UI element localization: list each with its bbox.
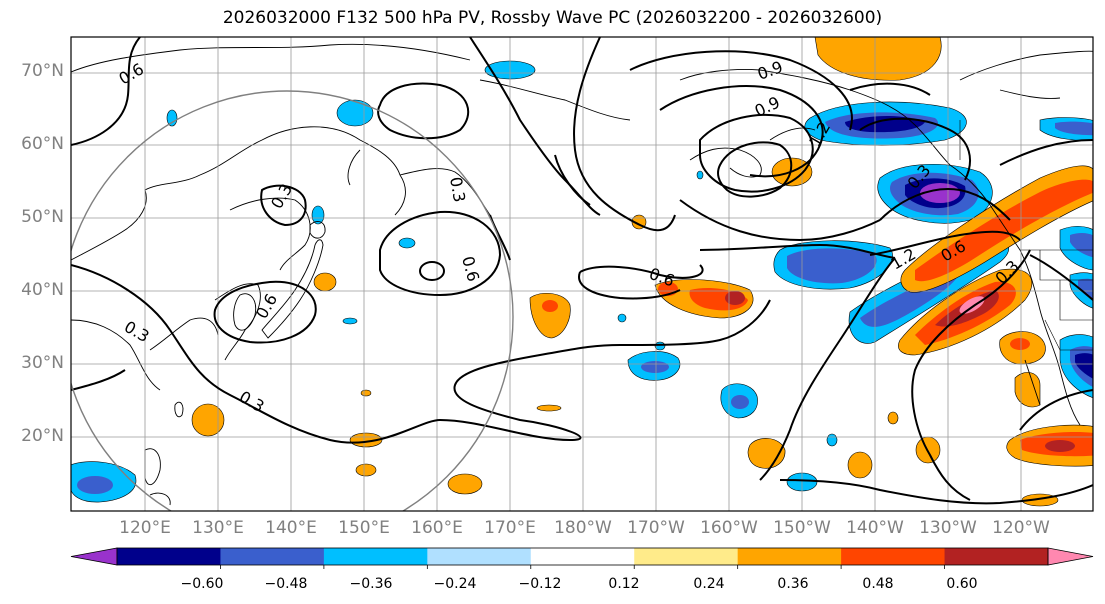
anomaly-blob [1010,338,1030,350]
anomaly-blob [641,361,669,373]
anomaly-blob [617,313,627,323]
lon-tick-label: 180°W [554,518,612,538]
anomaly-blob [847,451,873,479]
anomaly-blob [1045,440,1075,452]
anomaly-blob [725,291,745,305]
anomaly-blob [1078,278,1093,300]
graticule [71,37,1093,511]
lat-tick-label: 50°N [21,207,64,227]
anomaly-blob [447,473,483,495]
anomaly-blob [166,109,178,127]
lat-tick-label: 30°N [21,353,64,373]
positive-pv-anomalies [191,37,1093,507]
anomaly-blob [654,341,666,351]
pv-contours [71,37,1093,505]
lon-tick-label: 120°W [992,518,1050,538]
colorbar-tick-label: 0.12 [608,576,640,592]
anomaly-blob [311,205,325,225]
anomaly-blob [360,389,372,397]
anomaly-blob [398,237,416,249]
anomaly-blob [529,292,571,339]
anomaly-blob [1075,353,1093,379]
anomaly-blob [887,411,899,425]
lon-tick-label: 120°E [119,518,171,538]
colorbar-tick-label: −0.48 [264,576,308,592]
lat-tick-label: 20°N [21,426,64,446]
colorbar-tick-label: −0.36 [349,576,393,592]
anomaly-blob [542,300,558,312]
lon-tick-label: 150°W [773,518,831,538]
colorbar-border [116,547,1049,566]
colorbar [70,547,1094,569]
colorbar-tick-label: −0.24 [433,576,477,592]
lon-tick-label: 140°E [265,518,317,538]
colorbar-tick-label: −0.12 [518,576,562,592]
colorbar-extend-min [70,547,118,566]
colorbar-swatch [944,548,1049,565]
anomaly-blob [342,317,358,325]
anomaly-blob [915,179,1093,282]
colorbar-tick-label: 0.48 [862,576,894,592]
anomaly-blob [814,37,942,81]
anomaly-blob [826,433,838,447]
lon-tick-label: 140°W [846,518,904,538]
lat-tick-label: 60°N [21,134,64,154]
anomaly-blob [355,463,377,477]
colorbar-extend-max [1047,547,1094,566]
lon-tick-label: 170°W [627,518,685,538]
colorbar-swatch [841,548,946,565]
anomaly-blob [1055,121,1093,136]
contour-label: 0.3 [446,175,469,203]
colorbar-swatch [634,548,739,565]
political-borders [959,120,1093,351]
colorbar-swatch [737,548,842,565]
lon-tick-label: 150°E [338,518,390,538]
anomaly-blob [336,99,374,127]
anomaly-blob [959,296,985,314]
colorbar-tick-label: −0.60 [180,576,224,592]
anomaly-blob [1070,233,1093,258]
anomaly-blob [920,183,960,203]
lon-tick-label: 130°E [192,518,244,538]
colorbar-tick-label: 0.36 [777,576,809,592]
lon-tick-label: 170°E [484,518,536,538]
colorbar-tick-label: 0.60 [946,576,978,592]
radius-circle [71,90,514,511]
anomaly-blob [77,476,113,494]
colorbar-swatch [427,548,532,565]
anomaly-blob [731,395,749,409]
lon-tick-label: 160°E [411,518,463,538]
anomaly-blob [191,403,225,437]
lon-tick-label: 160°W [700,518,758,538]
anomaly-blob [313,272,337,292]
anomaly-blob [787,248,877,284]
lat-tick-label: 70°N [21,61,64,81]
colorbar-tick-label: 0.24 [693,576,725,592]
map-frame [70,36,1094,512]
map-title: 2026032000 F132 500 hPa PV, Rossby Wave … [222,8,883,28]
colorbar-swatch [117,548,221,565]
colorbar-swatch [530,548,635,565]
anomaly-blob [536,404,562,412]
lat-tick-label: 40°N [21,280,64,300]
colorbar-swatch [220,548,325,565]
anomaly-blob [696,170,704,180]
lon-tick-label: 130°W [919,518,977,538]
anomaly-blob [845,116,925,133]
colorbar-swatch [323,548,428,565]
